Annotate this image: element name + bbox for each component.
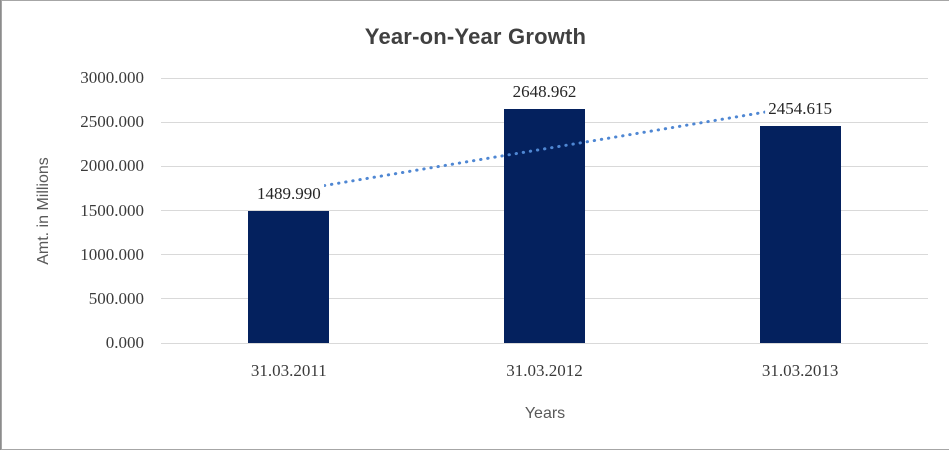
x-category-label: 31.03.2012 xyxy=(506,361,583,380)
bar xyxy=(759,126,841,343)
y-tick-label: 1500.000 xyxy=(80,200,144,220)
x-category-label: 31.03.2013 xyxy=(761,361,839,380)
trendline-path xyxy=(287,104,802,193)
y-tick-label: 2000.000 xyxy=(80,156,144,176)
bar-data-label: 2454.615 xyxy=(765,99,836,120)
y-tick-label: 500.000 xyxy=(88,288,144,308)
bar-data-label: 1489.990 xyxy=(253,184,324,205)
trendline xyxy=(287,104,802,193)
y-tick-label: 1000.000 xyxy=(80,244,144,264)
bar-data-label: 2648.962 xyxy=(509,82,580,102)
gridline xyxy=(161,342,928,344)
y-tick-label: 2500.000 xyxy=(80,112,144,132)
chart-title: Year-on-Year Growth xyxy=(364,24,587,49)
x-axis-title: Years xyxy=(524,405,566,422)
y-tick-label: 3000.000 xyxy=(80,68,144,87)
bar xyxy=(248,211,330,343)
plot-area: 1489.990 2648.962 2454.615 xyxy=(161,77,928,344)
y-tick-label: 0.000 xyxy=(105,333,144,352)
gridline xyxy=(161,77,928,79)
x-category-label: 31.03.2011 xyxy=(250,361,327,380)
